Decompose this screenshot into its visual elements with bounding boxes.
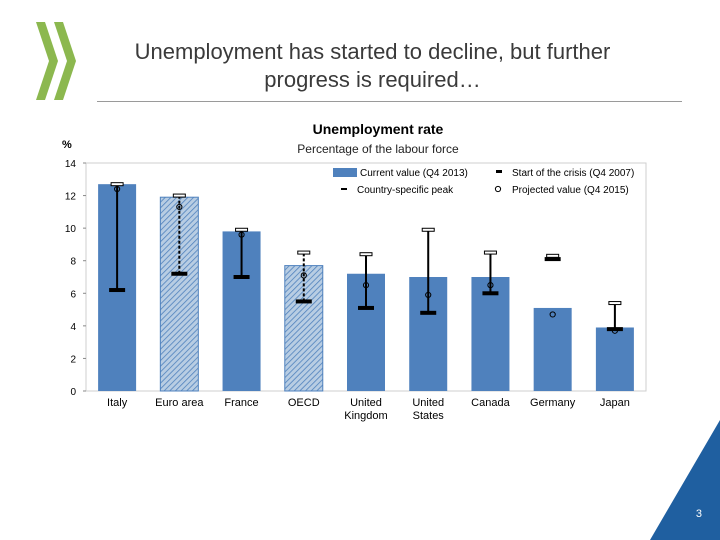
marker-start-of-crisis <box>295 299 312 304</box>
slide-title: Unemployment has started to decline, but… <box>95 38 650 94</box>
legend-swatch-current <box>333 168 357 177</box>
marker-projected <box>114 185 121 193</box>
legend-label-start: Start of the crisis (Q4 2007) <box>512 168 634 179</box>
marker-peak <box>172 193 186 198</box>
marker-projected <box>238 231 245 238</box>
title-divider <box>97 101 682 102</box>
marker-start-of-crisis <box>171 271 188 276</box>
bar-current <box>284 265 324 392</box>
marker-projected <box>425 291 432 299</box>
chart-title: Unemployment rate <box>313 121 444 137</box>
legend-swatch-start <box>496 170 502 173</box>
y-tick-label: 14 <box>65 159 77 170</box>
marker-projected <box>549 311 556 318</box>
marker-peak <box>421 227 435 232</box>
marker-peak <box>110 182 124 187</box>
marker-peak <box>608 301 622 306</box>
corner-decoration <box>650 420 720 540</box>
x-tick-label: United Kingdom <box>344 397 387 422</box>
marker-start-of-crisis <box>233 275 250 279</box>
x-tick-label: Italy <box>107 397 128 409</box>
x-tick-label: Germany <box>530 397 576 409</box>
y-tick-label: 0 <box>70 387 76 398</box>
marker-projected <box>487 282 494 289</box>
marker-start-of-crisis <box>606 327 623 332</box>
legend-label-current: Current value (Q4 2013) <box>360 168 468 179</box>
marker-peak <box>483 250 497 255</box>
marker-peak <box>235 227 249 232</box>
marker-projected <box>176 203 183 211</box>
marker-projected <box>611 327 618 334</box>
legend-label-peak: Country-specific peak <box>357 185 454 196</box>
marker-start-of-crisis <box>109 288 126 293</box>
x-tick-label: OECD <box>288 397 320 409</box>
marker-peak <box>359 252 373 257</box>
marker-start-of-crisis <box>482 291 499 296</box>
bar-current <box>471 277 510 391</box>
marker-start-of-crisis <box>420 310 437 315</box>
x-tick-label: France <box>224 397 258 409</box>
legend-swatch-projected <box>494 185 502 193</box>
y-tick-label: 6 <box>70 289 76 300</box>
bar-current <box>533 307 572 391</box>
marker-peak <box>297 250 311 255</box>
bar-current <box>159 196 199 392</box>
x-tick-label: Canada <box>471 397 510 409</box>
marker-start-of-crisis <box>544 257 561 262</box>
y-tick-label: 10 <box>65 224 77 235</box>
y-tick-label: 8 <box>70 257 76 268</box>
marker-start-of-crisis <box>358 305 374 310</box>
marker-projected <box>300 272 307 279</box>
y-axis-label: % <box>62 139 72 151</box>
legend-label-projected: Projected value (Q4 2015) <box>512 185 629 196</box>
page-number: 3 <box>695 508 702 520</box>
marker-projected <box>362 282 370 289</box>
bar-current <box>595 327 634 391</box>
y-tick-label: 4 <box>70 322 76 333</box>
legend-swatch-peak <box>341 188 347 190</box>
y-tick-label: 2 <box>70 354 76 365</box>
x-tick-label: Euro area <box>155 397 204 409</box>
x-tick-label: United States <box>412 397 444 422</box>
y-tick-label: 12 <box>65 192 77 203</box>
slide-title-line-2: progress is required… <box>264 67 481 92</box>
chart-subtitle: Percentage of the labour force <box>297 142 459 156</box>
slide-title-line-1: Unemployment has started to decline, but… <box>134 39 611 64</box>
x-tick-label: Japan <box>600 397 630 409</box>
oecd-logo <box>36 22 76 100</box>
marker-peak <box>546 253 560 258</box>
